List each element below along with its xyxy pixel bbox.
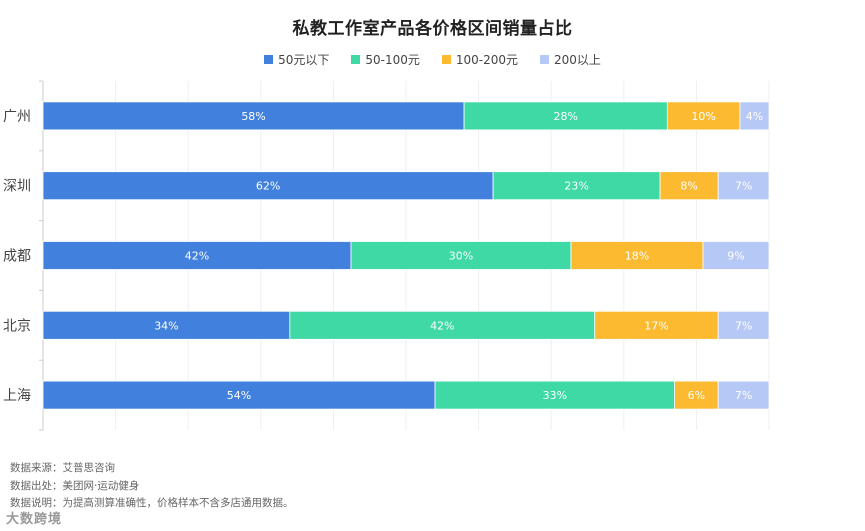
data-label: 33% xyxy=(543,389,567,402)
legend-swatch xyxy=(441,55,451,64)
data-label: 4% xyxy=(746,110,763,123)
chart-title: 私教工作室产品各价格区间销量占比 xyxy=(292,19,573,39)
bar-segment xyxy=(42,171,494,201)
bar-segment xyxy=(42,101,465,131)
bar-segment xyxy=(717,380,770,410)
legend-item-over-200[interactable]: 200以上 xyxy=(540,51,601,68)
bar-segment xyxy=(570,241,704,270)
data-label: 42% xyxy=(430,319,454,332)
data-label: 18% xyxy=(625,250,649,263)
data-label: 62% xyxy=(256,180,280,193)
bar-segment xyxy=(289,310,596,340)
footer-source: 数据来源：艾普思咨询 xyxy=(10,462,115,474)
data-label: 7% xyxy=(735,180,752,193)
bar-segment xyxy=(42,380,436,410)
footer-note: 数据说明：为提高测算准确性，价格样本不含多店通用数据。 xyxy=(10,497,294,509)
legend-label: 50元以下 xyxy=(278,53,330,67)
legend-label: 100-200元 xyxy=(455,53,519,67)
bar-segment xyxy=(594,310,719,340)
bar-segment xyxy=(659,171,719,201)
bar-segment xyxy=(350,241,572,270)
bar-segment xyxy=(492,171,661,201)
legend-swatch xyxy=(351,55,361,64)
category-label: 广州 xyxy=(3,109,31,125)
bar-segment xyxy=(434,380,676,410)
bar-segment xyxy=(717,310,770,340)
bar-segment xyxy=(42,241,352,270)
legend-item-100-200[interactable]: 100-200元 xyxy=(441,51,519,68)
data-label: 30% xyxy=(449,250,473,263)
bar-segment xyxy=(702,241,770,270)
category-label: 北京 xyxy=(3,318,31,334)
data-label: 10% xyxy=(691,110,715,123)
data-label: 17% xyxy=(644,319,668,332)
legend-item-under-50[interactable]: 50元以下 xyxy=(264,51,329,68)
data-label: 9% xyxy=(727,250,744,263)
category-label: 成都 xyxy=(3,249,31,265)
data-label: 42% xyxy=(185,250,209,263)
legend-swatch xyxy=(264,55,274,64)
legend-label: 50-100元 xyxy=(365,53,420,67)
data-label: 6% xyxy=(688,389,705,402)
footer-origin: 数据出处：美团网·运动健身 xyxy=(10,479,140,492)
category-label: 深圳 xyxy=(3,179,31,195)
legend-item-50-100[interactable]: 50-100元 xyxy=(351,51,420,68)
data-label: 7% xyxy=(735,389,752,402)
category-label: 上海 xyxy=(3,388,31,404)
legend-swatch xyxy=(540,55,550,64)
data-label: 34% xyxy=(154,319,178,332)
data-label: 7% xyxy=(735,319,752,332)
data-label: 54% xyxy=(227,389,251,402)
brand-logo: 大数跨境 xyxy=(6,512,63,527)
bar-segment xyxy=(717,171,770,201)
bar-segment xyxy=(674,380,719,410)
footer-notes: 数据来源：艾普思咨询 数据出处：美团网·运动健身 数据说明：为提高测算准确性，价… xyxy=(10,460,294,513)
legend-label: 200以上 xyxy=(554,53,601,67)
data-label: 28% xyxy=(553,110,577,123)
legend: 50元以下 50-100元 100-200元 200以上 xyxy=(0,51,865,68)
stacked-bar-chart: 广州 58% 28% 10% 4% 深圳 62% 23% 8% 7% 成都 42% 30% 18% 9% 北京… xyxy=(3,80,770,431)
data-label: 8% xyxy=(680,180,697,193)
bar-segment xyxy=(42,310,291,340)
data-label: 23% xyxy=(564,180,588,193)
bar-segment xyxy=(739,101,770,131)
data-label: 58% xyxy=(241,110,265,123)
